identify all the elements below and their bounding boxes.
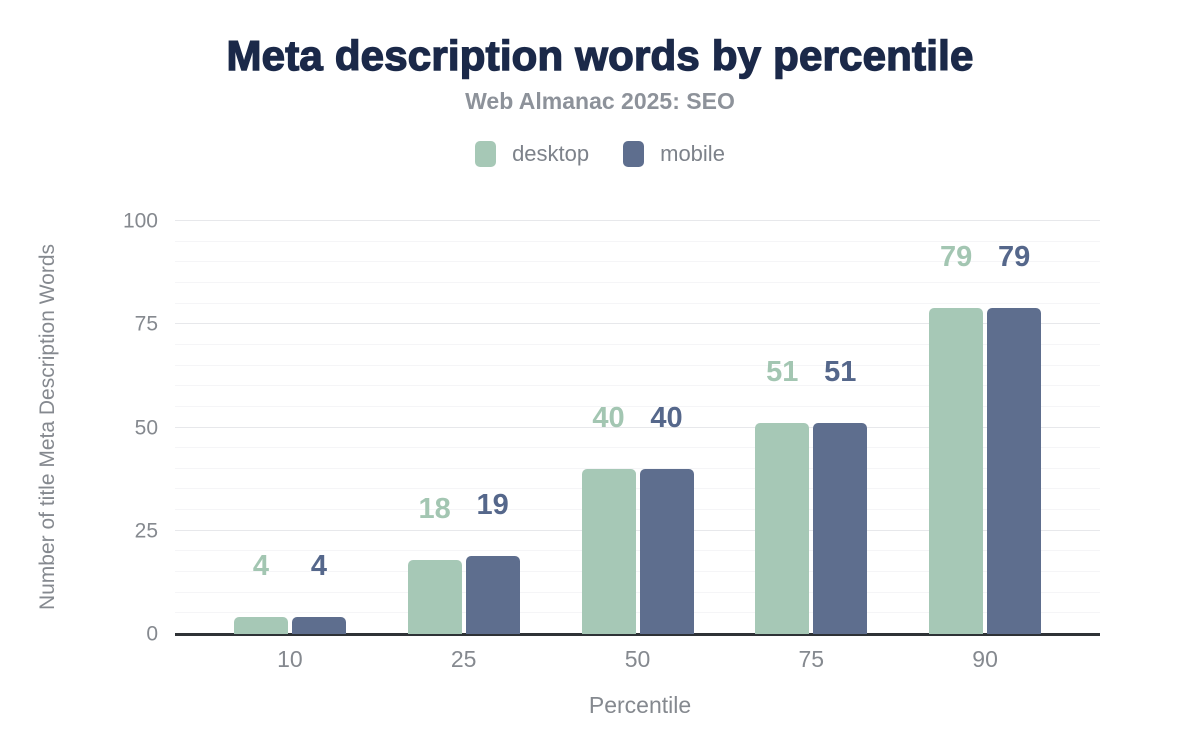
legend-swatch-desktop: [475, 141, 497, 167]
gridline-minor-95: [175, 240, 1100, 242]
bar-desktop-p10[interactable]: [233, 617, 288, 634]
y-axis-ticks: 0 25 50 75 100: [0, 211, 158, 645]
gridline-minor-60: [175, 385, 1100, 387]
x-axis-ticks: 10 25 50 75 90: [175, 648, 1100, 674]
y-tick-100: 100: [122, 209, 158, 233]
bar-label-desktop-p90: 79: [939, 240, 973, 273]
gridline-major-25: [175, 529, 1100, 531]
bar-mobile-p10[interactable]: [291, 617, 346, 634]
gridline-minor-65: [175, 364, 1100, 366]
bar-label-desktop-p75: 51: [766, 356, 799, 389]
bar-desktop-p25[interactable]: [407, 559, 462, 634]
legend-label-mobile: mobile: [660, 141, 725, 166]
bar-desktop-p50[interactable]: [581, 468, 636, 634]
x-tick-50: 50: [624, 646, 651, 672]
bar-mobile-p75[interactable]: [813, 423, 868, 634]
legend-item-mobile[interactable]: mobile: [623, 141, 725, 167]
bar-desktop-p75[interactable]: [755, 423, 810, 634]
bar-label-desktop-p10: 4: [252, 550, 269, 583]
bar-label-mobile-p75: 51: [824, 356, 857, 389]
chart-title: Meta description words by percentile: [226, 32, 974, 79]
y-tick-0: 0: [146, 622, 158, 646]
bar-desktop-p90[interactable]: [929, 307, 984, 634]
bar-mobile-p50[interactable]: [639, 468, 694, 634]
bar-label-mobile-p10: 4: [310, 550, 327, 583]
x-tick-75: 75: [798, 646, 825, 672]
gridline-minor-30: [175, 509, 1100, 511]
gridline-major-100: [175, 220, 1100, 221]
gridline-minor-80: [175, 302, 1100, 304]
gridline-major-50: [175, 426, 1100, 428]
bar-label-desktop-p25: 18: [418, 492, 451, 525]
bar-label-mobile-p50: 40: [650, 401, 683, 434]
gridline-minor-20: [175, 550, 1100, 552]
legend-label-desktop: desktop: [512, 141, 590, 166]
gridline-minor-40: [175, 467, 1100, 469]
bar-label-mobile-p90: 79: [997, 240, 1031, 273]
gridline-minor-5: [175, 612, 1100, 614]
gridline-minor-70: [175, 343, 1100, 345]
x-axis-title: Percentile: [588, 692, 692, 718]
gridline-minor-55: [175, 405, 1100, 407]
gridline-minor-35: [175, 488, 1100, 490]
gridline-minor-10: [175, 591, 1100, 593]
gridline-minor-85: [175, 281, 1100, 283]
legend: desktop mobile: [0, 141, 1200, 167]
gridline-major-75: [175, 323, 1100, 325]
gridline-minor-45: [175, 447, 1100, 449]
bar-mobile-p25[interactable]: [465, 555, 520, 634]
chart-subtitle: Web Almanac 2025: SEO: [465, 88, 735, 114]
y-tick-25: 25: [134, 519, 158, 543]
x-axis-line: [175, 633, 1100, 636]
plot-area: 4 4 18 19 40 40 51 51 79 79: [175, 220, 1100, 636]
y-tick-75: 75: [134, 312, 158, 336]
legend-swatch-mobile: [623, 141, 645, 167]
bar-label-mobile-p25: 19: [476, 488, 509, 521]
gridline-minor-15: [175, 571, 1100, 573]
x-tick-90: 90: [972, 646, 998, 672]
x-tick-10: 10: [277, 646, 303, 672]
gridline-minor-90: [175, 261, 1100, 263]
x-tick-25: 25: [450, 646, 477, 672]
bar-label-desktop-p50: 40: [592, 401, 625, 434]
bar-mobile-p90[interactable]: [987, 307, 1042, 634]
legend-item-desktop[interactable]: desktop: [475, 141, 589, 167]
y-tick-50: 50: [134, 416, 158, 439]
